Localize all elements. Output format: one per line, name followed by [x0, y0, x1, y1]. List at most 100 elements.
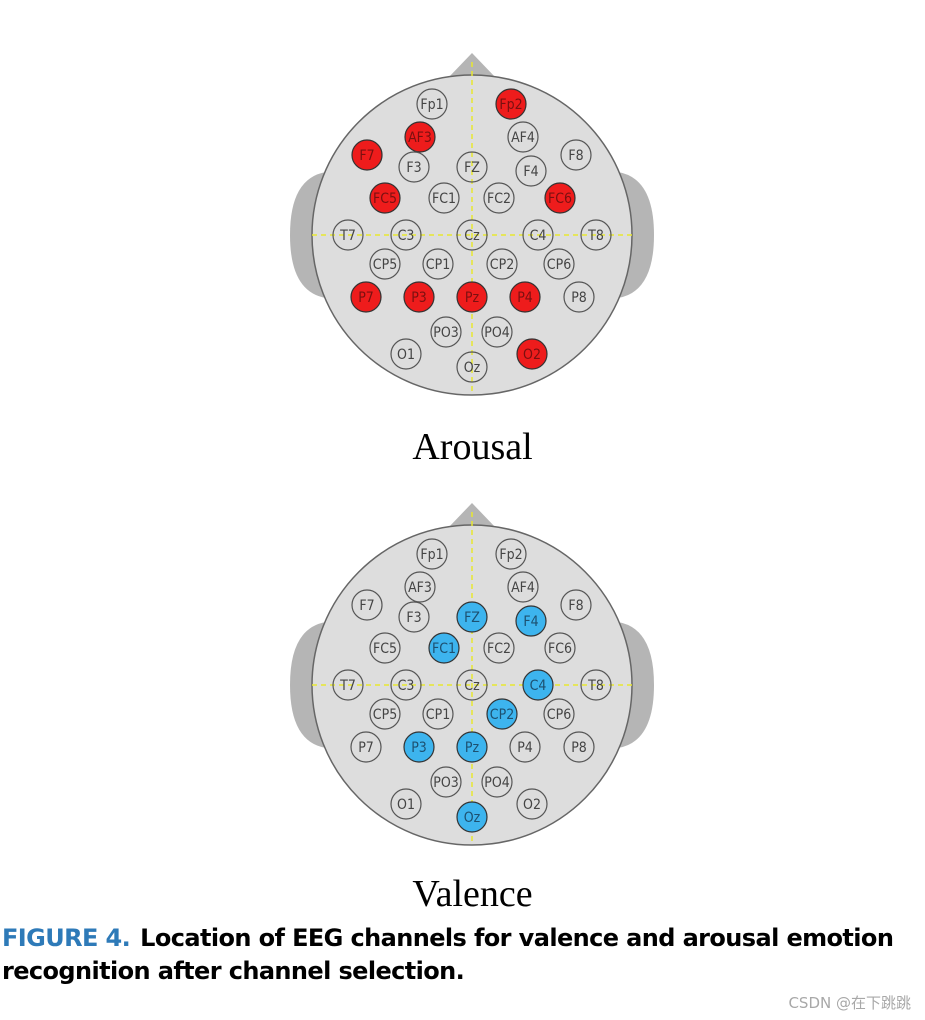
electrode-label: Pz	[465, 740, 480, 756]
electrode-cp6: CP6	[543, 698, 575, 730]
electrode-label: F3	[406, 610, 421, 626]
electrode-cz: Cz	[456, 219, 488, 251]
electrode-label: F7	[359, 148, 374, 164]
electrode-cp2: CP2	[486, 248, 518, 280]
electrode-fc1: FC1	[428, 182, 460, 214]
electrode-fc6: FC6	[544, 632, 576, 664]
electrode-p7: P7	[350, 731, 382, 763]
electrode-label: O2	[523, 347, 541, 363]
electrode-label: C4	[530, 228, 547, 244]
electrode-f7: F7	[351, 589, 383, 621]
electrode-label: P3	[411, 740, 427, 756]
electrode-label: Fp2	[499, 97, 522, 113]
electrode-label: PO3	[433, 325, 459, 341]
electrode-label: FC1	[432, 191, 456, 207]
electrode-cp5: CP5	[369, 698, 401, 730]
electrode-label: O2	[523, 797, 541, 813]
electrode-af3: AF3	[404, 121, 436, 153]
electrode-label: AF4	[511, 130, 535, 146]
electrode-label: Fp1	[420, 547, 443, 563]
electrode-po3: PO3	[430, 766, 462, 798]
electrode-label: O1	[397, 797, 415, 813]
electrode-label: CP2	[490, 707, 514, 723]
electrode-label: T7	[339, 678, 356, 694]
electrode-label: T8	[587, 678, 604, 694]
electrode-label: FC6	[548, 191, 572, 207]
electrode-label: AF3	[408, 580, 432, 596]
electrode-f7: F7	[351, 139, 383, 171]
electrode-fp2: Fp2	[495, 88, 527, 120]
electrode-label: CP2	[490, 257, 514, 273]
electrode-label: Pz	[465, 290, 480, 306]
electrode-po3: PO3	[430, 316, 462, 348]
electrode-cp2: CP2	[486, 698, 518, 730]
electrode-label: CP5	[373, 707, 397, 723]
electrode-t8: T8	[580, 669, 612, 701]
electrode-c4: C4	[522, 669, 554, 701]
electrode-label: P4	[517, 740, 533, 756]
electrode-cp1: CP1	[422, 248, 454, 280]
electrode-f8: F8	[560, 139, 592, 171]
electrode-fc1: FC1	[428, 632, 460, 664]
electrode-fz: FZ	[456, 601, 488, 633]
electrode-label: Cz	[464, 228, 480, 244]
electrode-c4: C4	[522, 219, 554, 251]
electrode-label: FC2	[487, 191, 511, 207]
electrode-p7: P7	[350, 281, 382, 313]
electrode-label: F7	[359, 598, 374, 614]
electrode-label: PO3	[433, 775, 459, 791]
electrode-p3: P3	[403, 731, 435, 763]
electrode-p8: P8	[563, 281, 595, 313]
electrode-label: Oz	[464, 360, 481, 376]
watermark: CSDN @在下跳跳	[788, 994, 911, 1012]
electrode-label: P7	[358, 740, 374, 756]
electrode-label: F4	[523, 164, 538, 180]
electrode-af4: AF4	[507, 121, 539, 153]
electrode-pz: Pz	[456, 281, 488, 313]
electrode-o2: O2	[516, 788, 548, 820]
arousal-head-svg: Fp1 Fp2 AF3 AF4 F7 F3 FZ F4 F8 FC5 FC1 FC2 FC6 T7 C3 Cz…	[290, 53, 654, 396]
electrode-fc6: FC6	[544, 182, 576, 214]
caption-text: Location of EEG channels for valence and…	[2, 924, 894, 985]
electrode-label: F8	[568, 148, 583, 164]
electrode-fc2: FC2	[483, 182, 515, 214]
valence-label: Valence	[412, 873, 533, 915]
electrode-fp2: Fp2	[495, 538, 527, 570]
electrode-cp6: CP6	[543, 248, 575, 280]
electrode-label: P7	[358, 290, 374, 306]
electrode-p4: P4	[509, 731, 541, 763]
electrode-fc2: FC2	[483, 632, 515, 664]
electrode-af3: AF3	[404, 571, 436, 603]
figure-caption: FIGURE 4. Location of EEG channels for va…	[2, 922, 922, 988]
electrode-fp1: Fp1	[416, 88, 448, 120]
electrode-label: FZ	[464, 160, 480, 176]
electrode-label: FC6	[548, 641, 572, 657]
electrode-label: P4	[517, 290, 533, 306]
electrode-pz: Pz	[456, 731, 488, 763]
electrode-f4: F4	[515, 605, 547, 637]
electrode-label: F8	[568, 598, 583, 614]
electrode-f3: F3	[398, 601, 430, 633]
valence-head-map: Fp1 Fp2 AF3 AF4 F7 F3 FZ F4 F8 FC5 FC1 FC2 FC6 T7 C3 Cz…	[0, 450, 925, 880]
electrode-label: CP6	[547, 707, 571, 723]
electrode-label: P8	[571, 290, 587, 306]
electrode-label: C3	[398, 678, 415, 694]
electrode-label: CP1	[426, 257, 450, 273]
electrode-o1: O1	[390, 338, 422, 370]
electrode-fc5: FC5	[369, 182, 401, 214]
electrode-o1: O1	[390, 788, 422, 820]
electrode-p4: P4	[509, 281, 541, 313]
electrode-label: FC2	[487, 641, 511, 657]
electrode-label: Oz	[464, 810, 481, 826]
electrode-t7: T7	[332, 669, 364, 701]
electrode-label: FC5	[373, 641, 397, 657]
electrode-label: CP1	[426, 707, 450, 723]
electrode-af4: AF4	[507, 571, 539, 603]
electrode-po4: PO4	[481, 316, 513, 348]
electrode-p8: P8	[563, 731, 595, 763]
electrode-label: Cz	[464, 678, 480, 694]
electrode-label: PO4	[484, 325, 510, 341]
electrode-label: PO4	[484, 775, 510, 791]
electrode-label: F3	[406, 160, 421, 176]
electrode-fz: FZ	[456, 151, 488, 183]
